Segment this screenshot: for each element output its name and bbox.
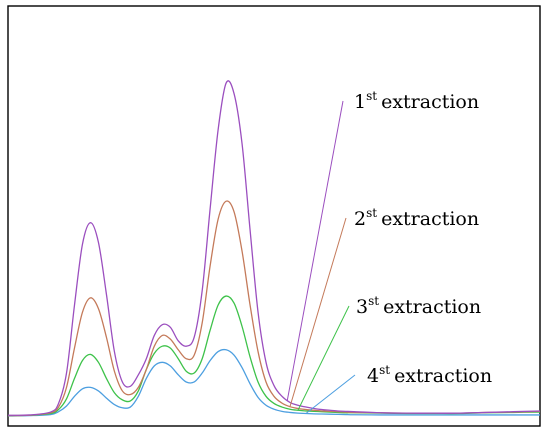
series-label-2: 2st extraction (354, 206, 479, 230)
series-label-number: 4 (367, 365, 379, 387)
plot-frame (7, 5, 541, 427)
leader-line-3 (297, 305, 350, 411)
series-label-number: 1 (354, 91, 366, 113)
series-label-word: extraction (381, 91, 479, 113)
series-line-2 (7, 200, 541, 417)
series-label-word: extraction (394, 365, 492, 387)
series-label-number: 2 (354, 208, 366, 230)
series-label-word: extraction (383, 296, 481, 318)
series-layer (7, 80, 541, 417)
series-label-superscript: st (366, 206, 377, 220)
series-label-superscript: st (366, 89, 377, 103)
series-label-number: 3 (356, 296, 368, 318)
leader-line-2 (289, 217, 347, 407)
series-line-4 (7, 348, 540, 417)
series-label-superscript: st (368, 294, 379, 308)
series-label-superscript: st (379, 363, 390, 377)
series-line-3 (7, 295, 541, 417)
series-label-3: 3st extraction (356, 294, 481, 318)
series-label-4: 4st extraction (367, 363, 492, 387)
series-label-word: extraction (381, 208, 479, 230)
series-label-1: 1st extraction (354, 89, 479, 113)
leader-line-4 (305, 374, 356, 414)
series-line-1 (7, 80, 541, 416)
leader-line-1 (286, 100, 344, 401)
